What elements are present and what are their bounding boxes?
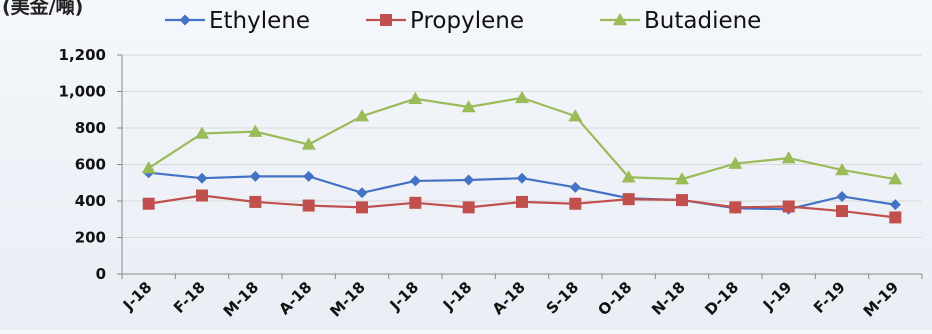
data-point <box>196 189 208 202</box>
data-point <box>675 172 689 185</box>
data-point <box>303 170 315 182</box>
y-tick-label: 400 <box>75 192 106 210</box>
data-point <box>728 156 743 169</box>
x-tick-label: J-18 <box>119 278 156 315</box>
legend-label: Ethylene <box>209 8 310 34</box>
data-point <box>569 197 582 210</box>
x-tick-label: A-18 <box>489 278 529 318</box>
data-point <box>141 161 156 174</box>
data-point <box>409 196 422 209</box>
x-tick-label: O-18 <box>594 278 635 319</box>
legend-label: Butadiene <box>644 8 761 34</box>
x-tick-label: S-18 <box>543 278 583 318</box>
data-point <box>461 100 476 113</box>
data-point <box>196 172 208 184</box>
y-tick-label: 0 <box>96 265 106 283</box>
data-point <box>248 124 263 137</box>
data-point <box>621 170 636 183</box>
x-tick-label: J-18 <box>439 278 476 315</box>
data-point <box>889 199 901 211</box>
data-point <box>462 201 475 214</box>
data-point <box>613 13 627 26</box>
x-tick-label: M-18 <box>220 278 262 320</box>
y-tick-label: 1,200 <box>59 46 106 64</box>
data-point <box>835 162 849 176</box>
data-point <box>356 187 368 199</box>
x-tick-label: A-18 <box>275 278 315 318</box>
data-point <box>516 172 528 184</box>
data-point <box>516 195 528 208</box>
x-tick-label: D-18 <box>701 278 742 319</box>
x-tick-label: F-18 <box>170 278 209 317</box>
data-point <box>142 197 155 210</box>
data-point <box>249 170 261 182</box>
data-point <box>409 175 421 187</box>
data-point <box>515 90 529 104</box>
legend-label: Propylene <box>410 8 524 34</box>
data-point <box>249 195 262 208</box>
data-point <box>356 201 368 214</box>
data-point <box>569 181 581 193</box>
data-point <box>195 126 209 139</box>
data-point <box>781 151 796 164</box>
data-point <box>568 109 583 122</box>
y-tick-label: 200 <box>75 229 106 247</box>
data-point <box>380 14 392 26</box>
data-point <box>889 211 902 224</box>
data-point <box>408 91 423 105</box>
y-tick-label: 1,000 <box>59 83 106 101</box>
data-point <box>179 14 191 26</box>
data-point <box>729 201 742 214</box>
data-point <box>463 174 475 186</box>
x-tick-label: J-19 <box>759 278 796 315</box>
x-tick-label: N-18 <box>648 278 689 319</box>
y-tick-label: 600 <box>75 156 106 174</box>
data-point <box>301 137 316 150</box>
series-line <box>148 96 896 181</box>
data-point <box>622 193 635 206</box>
data-point <box>888 172 903 185</box>
data-point <box>355 109 369 122</box>
x-tick-label: M-18 <box>326 278 368 320</box>
x-tick-label: J-18 <box>386 278 423 315</box>
x-tick-label: F-19 <box>810 278 849 317</box>
x-tick-label: M-19 <box>860 278 902 320</box>
data-point <box>676 194 688 207</box>
data-point <box>836 205 848 218</box>
y-tick-label: 800 <box>75 119 106 137</box>
data-point <box>782 200 795 213</box>
data-point <box>836 190 848 202</box>
data-point <box>302 199 315 212</box>
unit-label: (美金/噸) <box>2 0 84 18</box>
